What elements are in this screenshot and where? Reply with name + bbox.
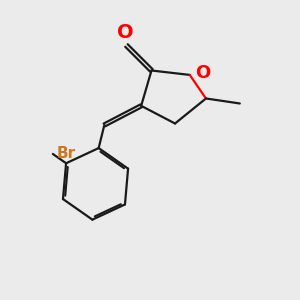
Text: Br: Br bbox=[56, 146, 76, 161]
Text: O: O bbox=[117, 23, 133, 42]
Text: O: O bbox=[195, 64, 210, 82]
